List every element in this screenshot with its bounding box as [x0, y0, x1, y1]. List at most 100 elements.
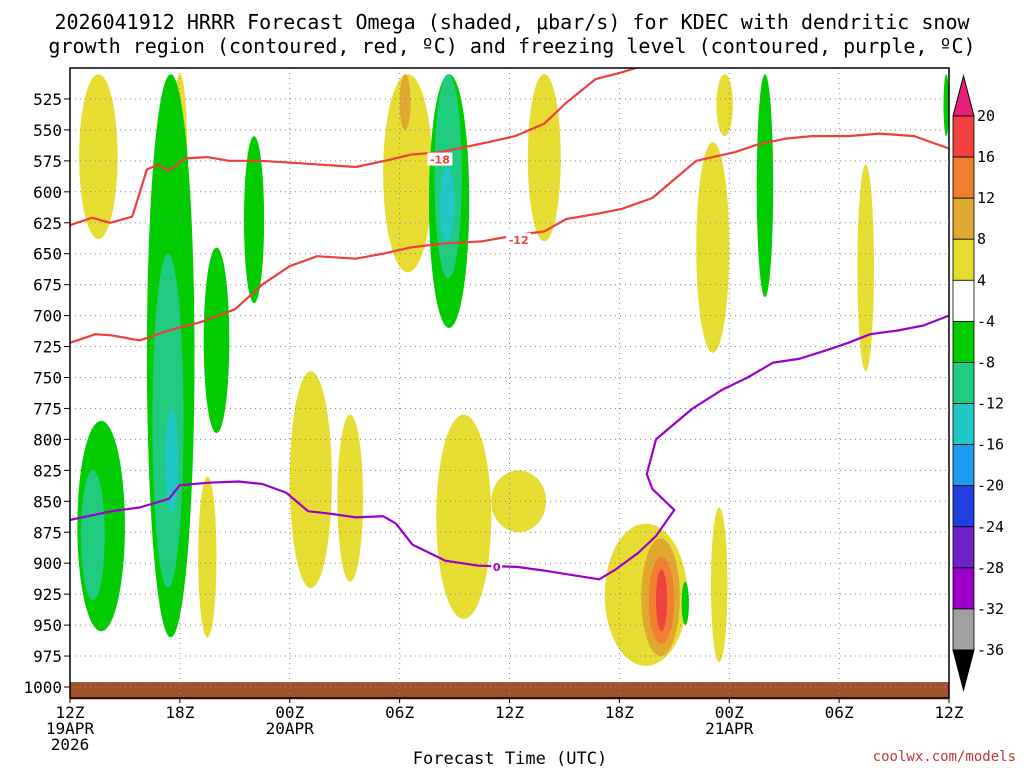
colorbar-swatch-4	[952, 279, 975, 322]
colorbar-label-5: -4	[977, 312, 995, 330]
credit-link[interactable]: coolwx.com/models	[873, 749, 1016, 765]
x-tick-label-6-1: 18Z	[165, 703, 194, 722]
contour-label--12: -12	[509, 234, 529, 247]
colorbar-label-8: -16	[977, 436, 1004, 454]
x-tick-label-18-1: 06Z	[385, 703, 414, 722]
colorbar-label-13: -36	[977, 641, 1004, 659]
colorbar-swatch-1	[952, 156, 975, 199]
y-tick-label-925: 925	[33, 585, 62, 604]
x-tick-label-12-1: 00Z	[275, 703, 304, 722]
omega-region-12	[491, 470, 547, 533]
x-tick-label-0-2: 19APR	[46, 719, 95, 738]
y-tick-label-850: 850	[33, 492, 62, 511]
colorbar-swatch-6	[952, 362, 975, 404]
y-tick-label-750: 750	[33, 369, 62, 388]
y-tick-label-650: 650	[33, 245, 62, 264]
omega-region-20	[80, 470, 105, 601]
contour-label-bg--18	[427, 152, 453, 166]
contour-line-0	[70, 314, 949, 581]
colorbar-label-0: 20	[977, 107, 995, 125]
grid-layer	[70, 68, 949, 698]
x-tick-label-36-1: 00Z	[715, 703, 744, 722]
x-tick-label-0-3: 2026	[51, 735, 90, 754]
omega-region-6	[696, 142, 730, 353]
y-tick-label-525: 525	[33, 90, 62, 109]
contour-label-bg-0	[491, 559, 503, 573]
colorbar-label-9: -20	[977, 477, 1004, 495]
colorbar-bottom-arrow	[952, 649, 975, 692]
y-tick-label-900: 900	[33, 554, 62, 573]
x-tick-label-36-2: 21APR	[705, 719, 754, 738]
omega-region-7	[857, 164, 874, 372]
x-tick-label-12-2: 20APR	[266, 719, 315, 738]
x-tick-label-24-1: 12Z	[495, 703, 524, 722]
colorbar-swatch-5	[952, 320, 975, 363]
colorbar-swatch-10	[952, 526, 975, 569]
omega-region-8	[289, 371, 332, 588]
omega-region-30	[943, 74, 949, 137]
colorbar-label-1: 16	[977, 148, 995, 166]
colorbar-swatch-9	[952, 485, 975, 528]
omega-region-23	[165, 408, 179, 514]
colorbar-swatch-12	[952, 608, 975, 651]
x-axis-title: Forecast Time (UTC)	[413, 749, 607, 768]
colorbar-swatch-11	[952, 567, 975, 610]
colorbar-label-4: 4	[977, 271, 986, 289]
colorbar-swatch-2	[952, 197, 975, 240]
colorbar-top-arrow	[952, 74, 975, 117]
y-tick-label-575: 575	[33, 152, 62, 171]
colorbar-label-11: -28	[977, 559, 1004, 577]
omega-region-24	[203, 247, 230, 434]
x-tick-label-30-1: 18Z	[605, 703, 634, 722]
y-tick-label-600: 600	[33, 183, 62, 202]
y-tick-label-550: 550	[33, 121, 62, 140]
colorbar-label-3: 8	[977, 230, 986, 248]
chart-title-line-2: growth region (contoured, red, ºC) and f…	[48, 34, 975, 58]
colorbar-swatch-3	[952, 238, 975, 281]
omega-region-18	[656, 569, 667, 632]
x-tick-label-48-1: 12Z	[935, 703, 964, 722]
omega-region-11	[436, 414, 492, 619]
ground-strip	[70, 682, 949, 700]
colorbar: 20 16 12 8 4 -4 -8 -12 -16 -20 -24 -28 -32 -36	[952, 74, 1004, 692]
omega-region-3	[399, 74, 411, 130]
y-tick-label-700: 700	[33, 307, 62, 326]
ground-layer	[70, 682, 949, 700]
colorbar-swatch-7	[952, 403, 975, 446]
y-tick-label-800: 800	[33, 430, 62, 449]
omega-region-5	[716, 74, 733, 137]
y-axis: 525 550 575 600 625 650 675 700 725 750 775 800 825 8…	[23, 90, 70, 697]
colorbar-label-7: -12	[977, 395, 1004, 413]
omega-region-0	[79, 74, 118, 239]
omega-shading-layer	[77, 74, 949, 666]
plot-area: -18 -12 0	[69, 67, 950, 700]
contour-label-0: 0	[493, 561, 501, 574]
colorbar-label-12: -32	[977, 600, 1004, 618]
y-tick-label-1000: 1000	[23, 678, 62, 697]
x-tick-label-42-1: 06Z	[825, 703, 854, 722]
contour-label-bg--12	[506, 233, 532, 247]
y-tick-label-625: 625	[33, 214, 62, 233]
y-tick-label-825: 825	[33, 461, 62, 480]
chart-title-line-1: 2026041912 HRRR Forecast Omega (shaded, …	[54, 10, 970, 34]
y-tick-label-725: 725	[33, 338, 62, 357]
colorbar-swatch-0	[952, 115, 975, 158]
colorbar-label-10: -24	[977, 518, 1004, 536]
colorbar-swatch-8	[952, 444, 975, 487]
omega-region-29	[756, 74, 774, 298]
contour-layer: -18 -12 0	[70, 68, 949, 581]
colorbar-label-6: -8	[977, 353, 995, 371]
omega-region-9	[337, 414, 363, 582]
contour-line--18	[70, 68, 640, 227]
omega-region-15	[710, 507, 728, 663]
y-tick-label-675: 675	[33, 276, 62, 295]
y-tick-label-875: 875	[33, 523, 62, 542]
omega-region-28	[439, 167, 455, 242]
y-tick-label-950: 950	[33, 616, 62, 635]
contour-label--18: -18	[430, 154, 450, 167]
y-tick-label-775: 775	[33, 399, 62, 418]
omega-region-25	[243, 136, 265, 304]
y-tick-label-975: 975	[33, 647, 62, 666]
